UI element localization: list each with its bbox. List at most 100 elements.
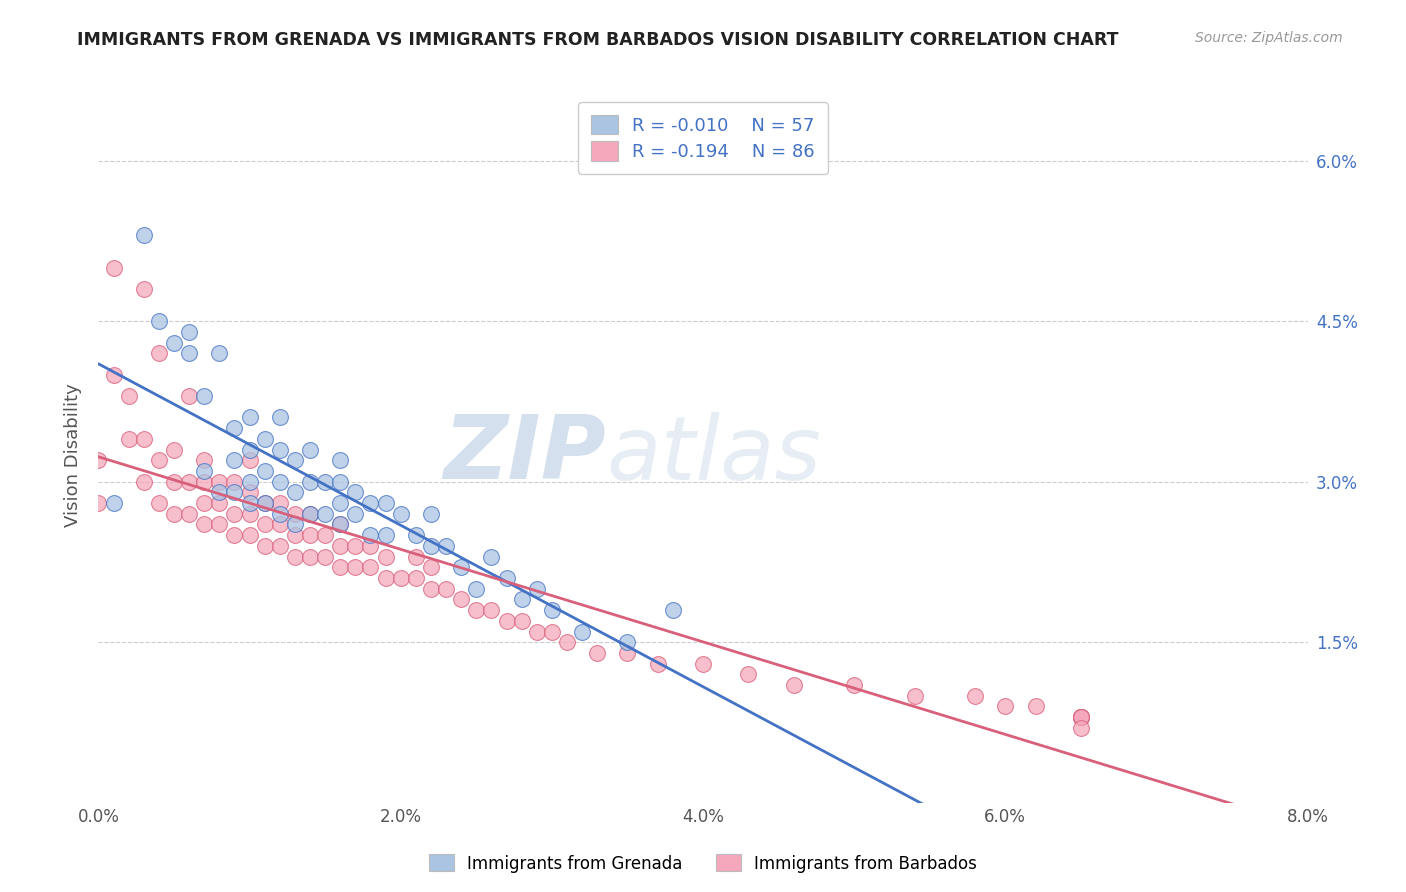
Point xyxy=(208,517,231,532)
Point xyxy=(526,582,548,596)
Point xyxy=(450,560,472,574)
Point xyxy=(179,475,201,489)
Point xyxy=(994,699,1017,714)
Point xyxy=(132,432,155,446)
Point xyxy=(1070,710,1092,724)
Point xyxy=(87,453,110,467)
Point xyxy=(193,517,215,532)
Legend: R = -0.010    N = 57, R = -0.194    N = 86: R = -0.010 N = 57, R = -0.194 N = 86 xyxy=(578,103,828,174)
Point xyxy=(344,485,367,500)
Point xyxy=(284,549,307,564)
Point xyxy=(405,571,427,585)
Point xyxy=(555,635,578,649)
Point xyxy=(148,453,170,467)
Point xyxy=(465,582,488,596)
Point xyxy=(179,507,201,521)
Point xyxy=(224,421,246,435)
Point xyxy=(374,496,396,510)
Point xyxy=(420,560,443,574)
Point xyxy=(118,389,141,403)
Point xyxy=(299,528,322,542)
Point xyxy=(148,314,170,328)
Point xyxy=(224,507,246,521)
Text: atlas: atlas xyxy=(606,412,821,498)
Point xyxy=(420,539,443,553)
Point xyxy=(495,614,517,628)
Point xyxy=(360,539,382,553)
Point xyxy=(239,442,262,457)
Point xyxy=(314,475,336,489)
Point xyxy=(163,507,186,521)
Point xyxy=(299,507,322,521)
Point xyxy=(329,517,352,532)
Point xyxy=(239,475,262,489)
Point xyxy=(239,496,262,510)
Point xyxy=(481,603,503,617)
Point xyxy=(344,507,367,521)
Point xyxy=(87,496,110,510)
Point xyxy=(163,442,186,457)
Point xyxy=(329,517,352,532)
Point xyxy=(179,346,201,360)
Point xyxy=(253,464,276,478)
Point xyxy=(224,528,246,542)
Point xyxy=(465,603,488,617)
Point xyxy=(1070,710,1092,724)
Point xyxy=(420,582,443,596)
Point xyxy=(239,507,262,521)
Point xyxy=(284,453,307,467)
Point xyxy=(284,507,307,521)
Point xyxy=(103,496,125,510)
Point xyxy=(239,528,262,542)
Point xyxy=(103,260,125,275)
Point xyxy=(360,560,382,574)
Text: ZIP: ZIP xyxy=(443,411,606,499)
Point xyxy=(299,475,322,489)
Point xyxy=(193,475,215,489)
Point xyxy=(616,646,638,660)
Point xyxy=(904,689,927,703)
Point xyxy=(284,485,307,500)
Point xyxy=(239,485,262,500)
Point xyxy=(450,592,472,607)
Point xyxy=(844,678,866,692)
Point xyxy=(434,539,457,553)
Point xyxy=(193,464,215,478)
Point xyxy=(269,410,291,425)
Point xyxy=(374,528,396,542)
Text: IMMIGRANTS FROM GRENADA VS IMMIGRANTS FROM BARBADOS VISION DISABILITY CORRELATIO: IMMIGRANTS FROM GRENADA VS IMMIGRANTS FR… xyxy=(77,31,1119,49)
Point xyxy=(1070,710,1092,724)
Point xyxy=(661,603,683,617)
Point xyxy=(193,389,215,403)
Point xyxy=(1070,710,1092,724)
Point xyxy=(647,657,669,671)
Point xyxy=(405,549,427,564)
Point xyxy=(132,228,155,243)
Point xyxy=(616,635,638,649)
Point xyxy=(344,539,367,553)
Point xyxy=(179,325,201,339)
Point xyxy=(510,614,533,628)
Point xyxy=(965,689,987,703)
Point xyxy=(389,507,412,521)
Point xyxy=(132,282,155,296)
Point xyxy=(737,667,759,681)
Point xyxy=(314,528,336,542)
Point xyxy=(208,475,231,489)
Point xyxy=(586,646,609,660)
Point xyxy=(253,517,276,532)
Point xyxy=(374,549,396,564)
Point xyxy=(526,624,548,639)
Point xyxy=(208,346,231,360)
Point xyxy=(389,571,412,585)
Point xyxy=(193,453,215,467)
Point xyxy=(132,475,155,489)
Point xyxy=(193,496,215,510)
Point xyxy=(692,657,714,671)
Point xyxy=(299,507,322,521)
Point xyxy=(224,475,246,489)
Point xyxy=(163,475,186,489)
Point xyxy=(208,496,231,510)
Point xyxy=(540,603,562,617)
Point xyxy=(299,442,322,457)
